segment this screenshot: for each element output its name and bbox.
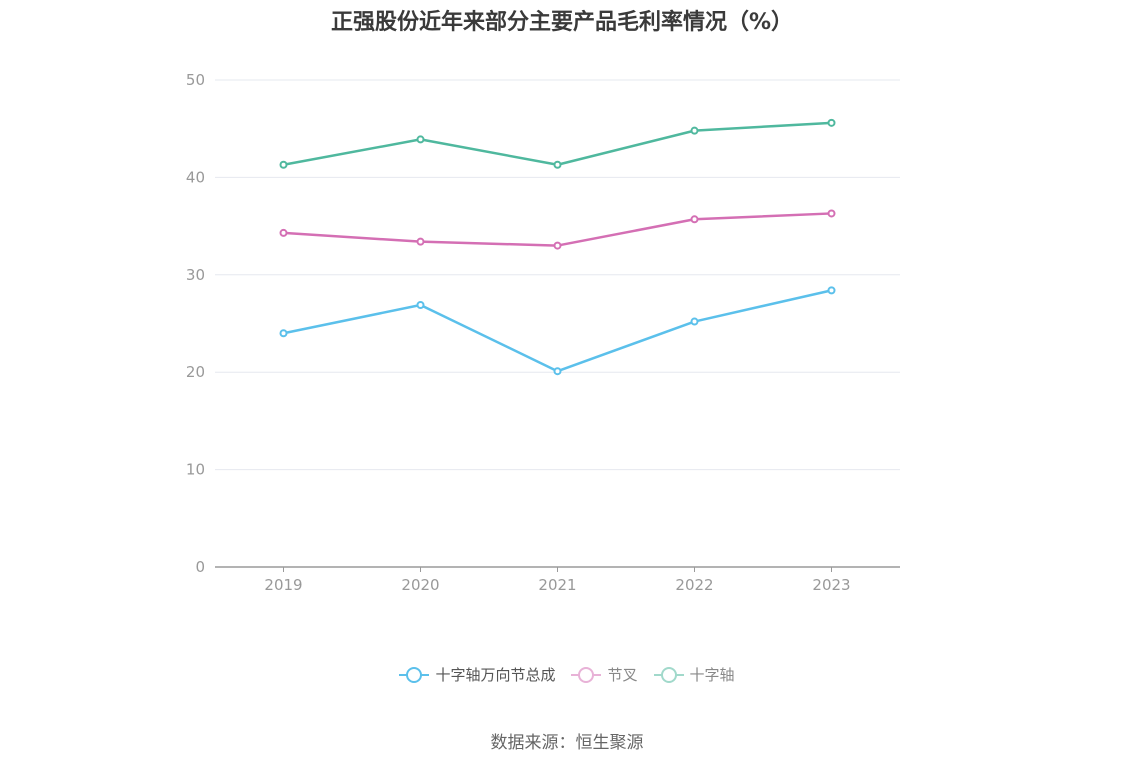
legend-marker-icon — [653, 665, 684, 685]
data-point[interactable] — [553, 367, 562, 376]
data-point[interactable] — [827, 118, 836, 127]
data-point[interactable] — [690, 126, 699, 135]
x-tick-label: 2022 — [675, 576, 713, 594]
y-tick-label: 30 — [186, 266, 205, 284]
legend-item[interactable]: 节叉 — [571, 664, 638, 685]
x-tick-label: 2019 — [264, 576, 302, 594]
series-1 — [279, 209, 836, 250]
x-tick-label: 2023 — [812, 576, 850, 594]
data-point[interactable] — [416, 135, 425, 144]
axes: 0 10 20 30 40 50 2019 2020 2021 2022 2023 — [186, 71, 900, 594]
data-source-note: 数据来源：恒生聚源 — [490, 733, 644, 753]
legend-label: 十字轴 — [689, 666, 735, 684]
y-tick-label: 10 — [186, 461, 205, 479]
data-point[interactable] — [279, 160, 288, 169]
legend-marker-icon — [571, 665, 602, 685]
data-point[interactable] — [827, 286, 836, 295]
legend: 十字轴万向节总成 节叉 十字轴 — [0, 664, 1134, 685]
data-point[interactable] — [553, 160, 562, 169]
legend-marker-icon — [399, 665, 430, 685]
legend-label: 节叉 — [607, 666, 638, 684]
legend-item[interactable]: 十字轴 — [653, 664, 735, 685]
series-line — [283, 121, 832, 166]
grid-lines — [215, 79, 900, 471]
data-point[interactable] — [416, 237, 425, 246]
series-line — [283, 212, 832, 247]
y-tick-label: 0 — [195, 558, 205, 576]
data-point[interactable] — [827, 209, 836, 218]
legend-label: 十字轴万向节总成 — [435, 666, 556, 684]
data-point[interactable] — [416, 300, 425, 309]
series-lines — [279, 118, 836, 376]
chart-title: 正强股份近年来部分主要产品毛利率情况（%） — [330, 10, 794, 35]
data-point[interactable] — [279, 329, 288, 338]
series-line — [283, 289, 832, 373]
data-point[interactable] — [553, 241, 562, 250]
x-tick-label: 2020 — [401, 576, 439, 594]
y-tick-label: 40 — [186, 168, 205, 186]
data-point[interactable] — [690, 317, 699, 326]
x-tick-label: 2021 — [538, 576, 576, 594]
y-tick-label: 50 — [186, 71, 205, 89]
data-point[interactable] — [279, 228, 288, 237]
series-2 — [279, 118, 836, 169]
data-point[interactable] — [690, 215, 699, 224]
y-tick-label: 20 — [186, 363, 205, 381]
legend-item[interactable]: 十字轴万向节总成 — [399, 664, 555, 685]
series-0 — [279, 286, 836, 376]
